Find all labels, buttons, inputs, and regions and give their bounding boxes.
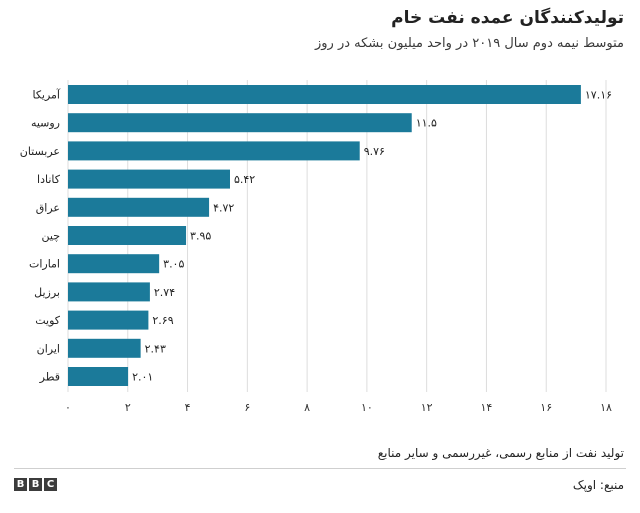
category-label: کانادا (37, 173, 61, 186)
category-label: عراق (36, 201, 60, 214)
value-label: ۱۷.۱۶ (585, 89, 612, 102)
bar (68, 338, 141, 358)
bbc-logo: B B C (14, 478, 57, 491)
value-label: ۳.۹۵ (190, 230, 211, 243)
value-label: ۵.۴۲ (234, 173, 255, 186)
bar (68, 367, 129, 386)
category-label: کویت (35, 314, 61, 327)
chart-bars (68, 85, 581, 386)
category-label: چین (42, 230, 61, 243)
category-labels: آمریکا روسیه عربستان کانادا عراق چین امارات برز… (20, 88, 61, 384)
value-label: ۳.۰۵ (163, 258, 184, 271)
x-tick-label: ۴ (185, 401, 191, 414)
value-label: ۱۱.۵ (416, 117, 437, 130)
bar (68, 197, 210, 217)
x-tick-label: ۲ (125, 401, 131, 414)
bar (68, 169, 230, 189)
source-text: منبع: اوپک (572, 478, 624, 492)
bar (68, 254, 160, 274)
category-label: امارات (29, 258, 60, 271)
bar (68, 141, 360, 161)
x-tick-label: ۱۰ (361, 401, 373, 414)
category-label: آمریکا (32, 88, 60, 102)
x-tick-label: ۱۴ (481, 401, 493, 414)
x-tick-label: ۱۶ (540, 401, 552, 414)
bar (68, 310, 149, 330)
category-label: روسیه (31, 117, 60, 130)
category-label: ایران (37, 342, 60, 355)
logo-letter: C (44, 478, 57, 491)
x-tick-label: ۱۸ (600, 401, 612, 414)
logo-letter: B (29, 478, 42, 491)
category-label: قطر (39, 371, 60, 384)
category-label: عربستان (20, 145, 60, 158)
value-label: ۹.۷۶ (364, 145, 385, 158)
bar (68, 282, 150, 302)
value-label: ۴.۷۲ (213, 201, 234, 214)
bar (68, 113, 412, 133)
x-tick-label: ۰ (65, 401, 71, 414)
bar-chart: آمریکا روسیه عربستان کانادا عراق چین امارات برز… (20, 80, 612, 414)
value-labels: ۱۷.۱۶ ۱۱.۵ ۹.۷۶ ۵.۴۲ ۴.۷۲ ۳.۹۵ ۳.۰۵ ۲.۷۴ ۲.۶۹ ۲.۴… (132, 89, 612, 384)
chart-title: تولیدکنندگان عمده نفت خام (391, 8, 624, 28)
value-label: ۲.۰۱ (132, 371, 153, 384)
value-label: ۲.۴۳ (145, 342, 166, 355)
bar (68, 85, 581, 104)
chart-subtitle: متوسط نیمه دوم سال ۲۰۱۹ در واحد میلیون ب… (314, 36, 624, 51)
footer-divider (14, 468, 626, 469)
x-tick-label: ۶ (244, 401, 250, 414)
footer-note: تولید نفت از منابع رسمی، غیررسمی و سایر … (377, 446, 624, 460)
x-tick-label: ۱۲ (421, 401, 433, 414)
category-label: برزیل (34, 286, 60, 299)
logo-letter: B (14, 478, 27, 491)
value-label: ۲.۶۹ (152, 314, 173, 327)
value-label: ۲.۷۴ (154, 286, 175, 299)
bar (68, 226, 187, 245)
x-axis-tick-labels: ۰ ۲ ۴ ۶ ۸ ۱۰ ۱۲ ۱۴ ۱۶ ۱۸ (65, 401, 612, 414)
x-tick-label: ۸ (304, 401, 310, 414)
